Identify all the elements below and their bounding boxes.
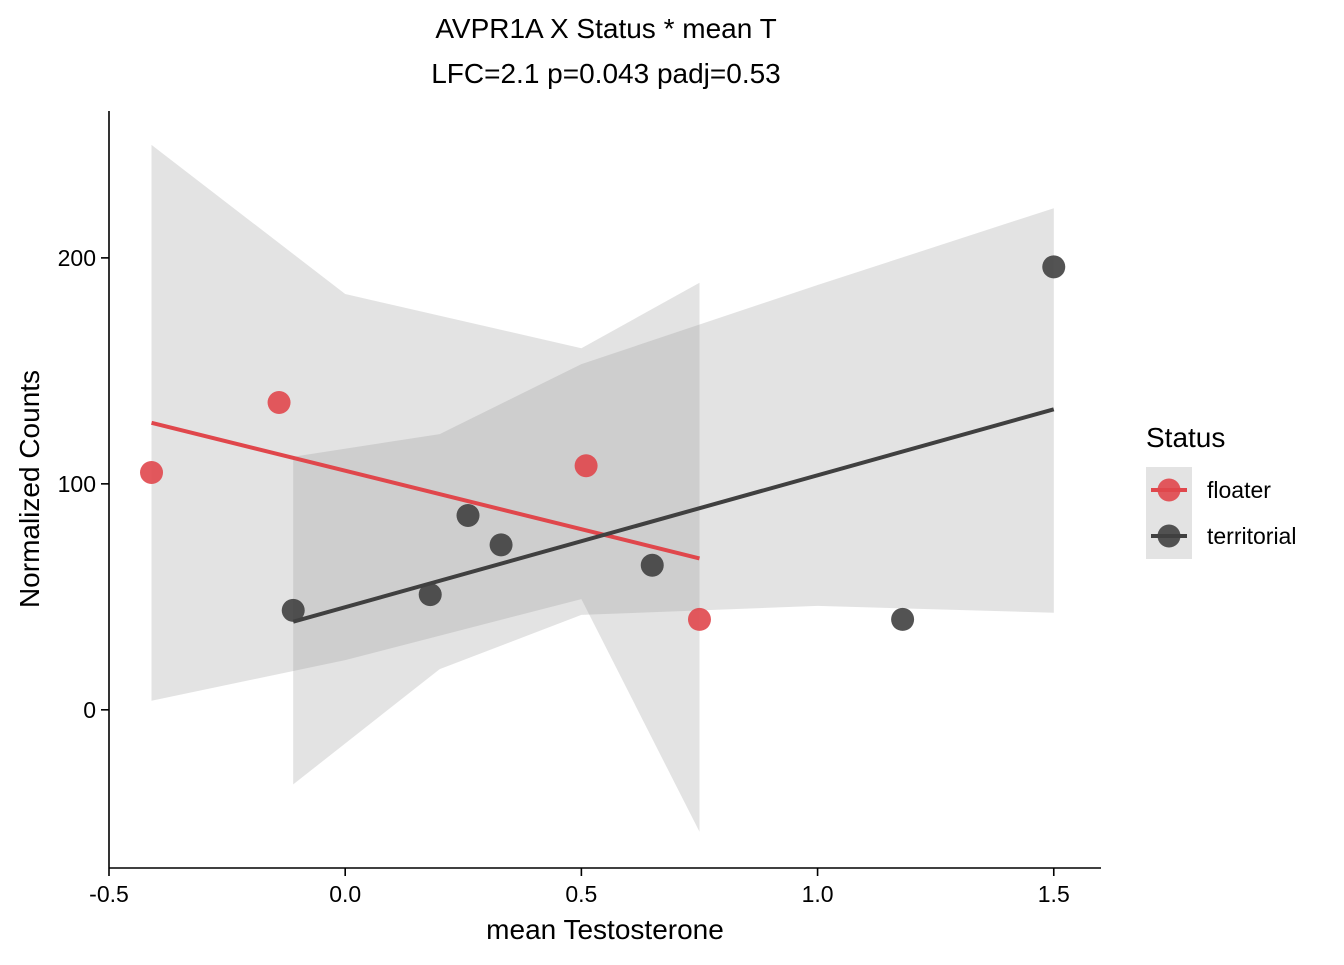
legend-key-point-territorial bbox=[1157, 524, 1181, 548]
confidence-bands bbox=[151, 144, 1054, 832]
x-axis-title: mean Testosterone bbox=[486, 914, 724, 945]
point-territorial-4 bbox=[489, 533, 513, 557]
y-axis-title: Normalized Counts bbox=[14, 370, 45, 608]
fit-line-territorial bbox=[292, 407, 1055, 624]
legend-label-territorial: territorial bbox=[1207, 523, 1296, 549]
legend: Status floater territorial bbox=[1146, 422, 1296, 559]
y-tick-label: 0 bbox=[83, 697, 96, 723]
point-floater-1 bbox=[140, 461, 164, 485]
legend-label-floater: floater bbox=[1207, 477, 1271, 503]
x-tick-label: 0.0 bbox=[329, 881, 361, 907]
fit-line-floater bbox=[151, 420, 700, 561]
x-tick-label: 1.0 bbox=[802, 881, 834, 907]
fit-lines bbox=[151, 407, 1055, 624]
legend-title: Status bbox=[1146, 422, 1225, 453]
point-territorial-5 bbox=[640, 553, 664, 577]
y-axis-ticks: 0 100 200 bbox=[58, 245, 109, 723]
point-floater-4 bbox=[687, 607, 711, 631]
chart-subtitle: LFC=2.1 p=0.043 padj=0.53 bbox=[431, 58, 781, 89]
chart-title: AVPR1A X Status * mean T bbox=[435, 13, 776, 44]
point-floater-3 bbox=[574, 454, 598, 478]
x-tick-label: 0.5 bbox=[565, 881, 597, 907]
point-territorial-3 bbox=[456, 503, 480, 527]
point-territorial-1 bbox=[281, 598, 305, 622]
x-axis-ticks: -0.5 0.0 0.5 1.0 1.5 bbox=[89, 868, 1070, 907]
y-tick-label: 100 bbox=[58, 471, 96, 497]
legend-key-point-floater bbox=[1157, 478, 1181, 502]
y-tick-label: 200 bbox=[58, 245, 96, 271]
point-territorial-2 bbox=[418, 583, 442, 607]
point-territorial-6 bbox=[891, 607, 915, 631]
point-territorial-7 bbox=[1042, 255, 1066, 279]
ci-band-territorial bbox=[293, 208, 1054, 785]
point-floater-2 bbox=[267, 391, 291, 415]
x-tick-label: -0.5 bbox=[89, 881, 129, 907]
x-tick-label: 1.5 bbox=[1038, 881, 1070, 907]
data-points bbox=[140, 255, 1066, 631]
ci-band-floater bbox=[151, 144, 700, 832]
